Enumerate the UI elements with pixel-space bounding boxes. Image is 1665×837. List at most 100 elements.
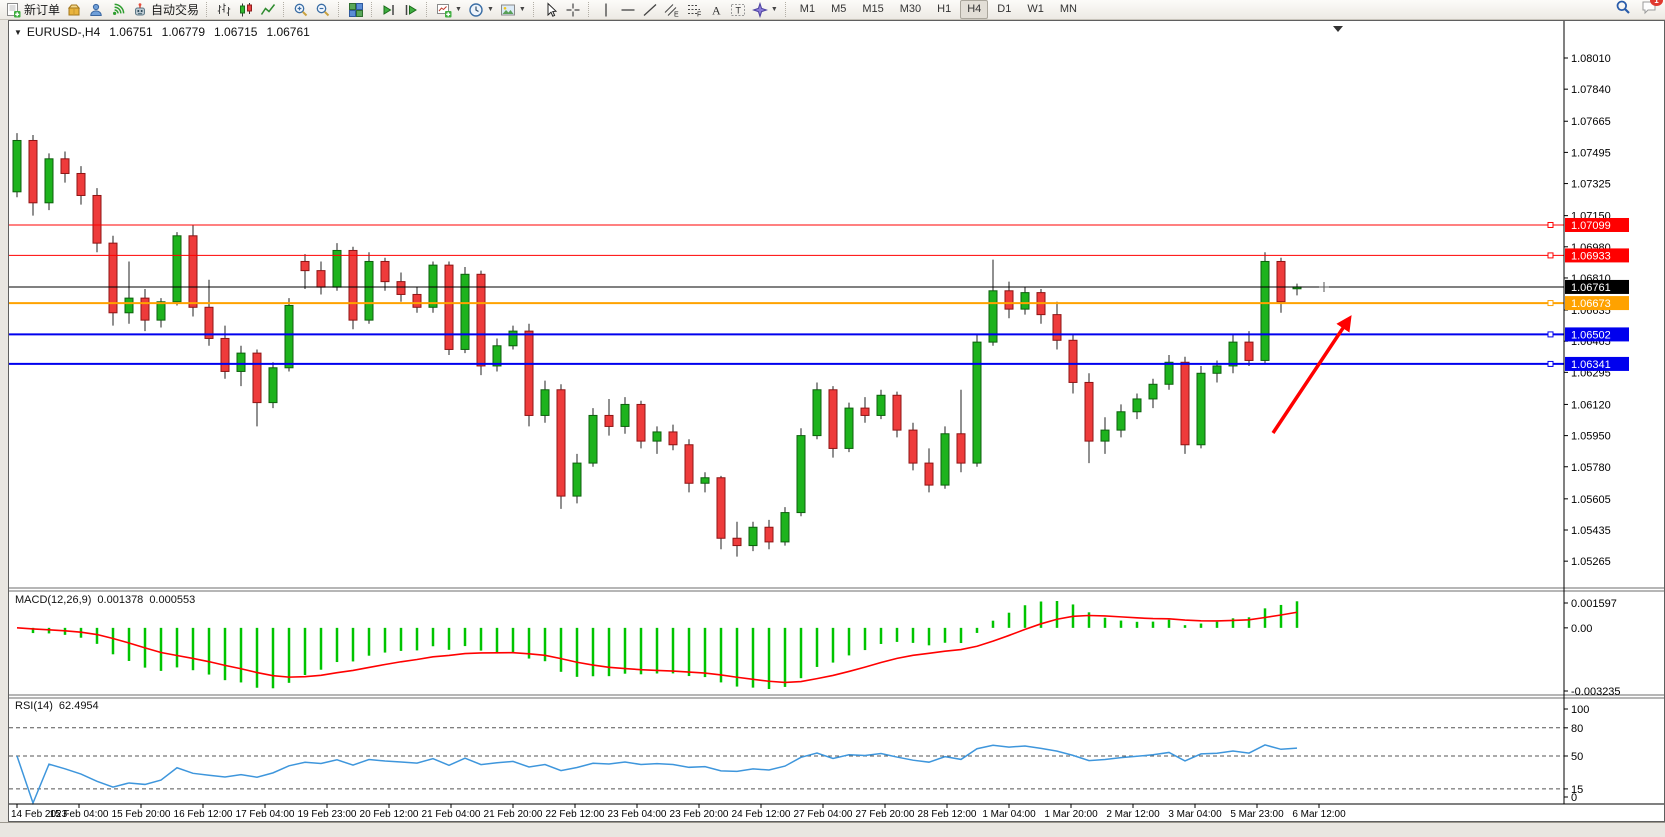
svg-text:20 Feb 12:00: 20 Feb 12:00 (360, 809, 419, 820)
line-chart-button[interactable] (258, 1, 278, 19)
timeframe-w1-button[interactable]: W1 (1027, 3, 1044, 15)
rsi-value: 62.4954 (58, 700, 99, 712)
new-order-icon (5, 2, 21, 18)
svg-text:50: 50 (1571, 751, 1583, 763)
channel-button[interactable]: E (662, 1, 682, 19)
svg-text:15 Feb 20:00: 15 Feb 20:00 (112, 809, 171, 820)
pivot-line-handle[interactable] (1547, 300, 1554, 307)
chart-header: ▼ EURUSD-,H4 1.06751 1.06779 1.06715 1.0… (14, 25, 310, 39)
svg-text:14 Feb 2023: 14 Feb 2023 (11, 809, 68, 820)
resistance-line-2-handle[interactable] (1547, 252, 1554, 259)
symbol-dropdown-icon[interactable]: ▼ (14, 27, 22, 37)
chart-shift-button[interactable] (401, 1, 421, 19)
community-button[interactable] (86, 1, 106, 19)
svg-text:1.06761: 1.06761 (1571, 282, 1611, 294)
svg-text:16 Feb 12:00: 16 Feb 12:00 (174, 809, 233, 820)
support-line-2-handle[interactable] (1547, 360, 1554, 367)
cursor-button[interactable] (541, 1, 561, 19)
horizontal-line-button[interactable] (618, 1, 638, 19)
zoom-out-icon (315, 2, 331, 18)
templates-button[interactable]: ▼ (498, 1, 528, 19)
fibonacci-button[interactable]: F (684, 1, 704, 19)
svg-text:27 Feb 04:00: 27 Feb 04:00 (794, 809, 853, 820)
arrows-button[interactable]: ▼ (750, 1, 780, 19)
timeframe-h1-button[interactable]: H1 (937, 3, 952, 15)
resistance-line-1-handle[interactable] (1547, 221, 1554, 228)
svg-text:0: 0 (1571, 792, 1577, 804)
new-chart-button[interactable]: ▼ (434, 1, 464, 19)
candle-chart-button[interactable] (236, 1, 256, 19)
periods-button[interactable]: ▼ (466, 1, 496, 19)
toolbar-right-area: 1 (1615, 0, 1663, 20)
market-icon (66, 2, 82, 18)
timeframe-h4-button[interactable]: H4 (960, 0, 989, 19)
chevron-down-icon[interactable]: ▼ (455, 6, 462, 13)
svg-text:1.06502: 1.06502 (1571, 329, 1611, 341)
vertical-line-button[interactable] (596, 1, 616, 19)
price-chart-canvas[interactable]: 1.080101.078401.076651.074951.073251.071… (9, 21, 1664, 821)
zoom-in-button[interactable] (291, 1, 311, 19)
svg-text:-0.003235: -0.003235 (1571, 686, 1621, 698)
bottom-splitter (0, 822, 1665, 837)
chevron-down-icon[interactable]: ▼ (770, 6, 778, 13)
timeframe-m30-button[interactable]: M30 (899, 3, 922, 15)
svg-text:21 Feb 04:00: 21 Feb 04:00 (422, 809, 481, 820)
notifications-button[interactable]: 1 (1641, 0, 1663, 20)
autotrading-button[interactable]: 自动交易 (130, 1, 201, 19)
search-button[interactable] (1615, 0, 1631, 20)
svg-text:1.07495: 1.07495 (1571, 147, 1611, 159)
timeframe-d1-button[interactable]: D1 (997, 3, 1012, 15)
chevron-down-icon[interactable]: ▼ (486, 6, 494, 13)
toolbar-separator (283, 2, 286, 17)
resistance-line-2-price-label (1565, 248, 1629, 263)
toolbar-separator (371, 2, 374, 17)
toolbar-separator (587, 2, 591, 17)
auto-scroll-button[interactable] (379, 1, 399, 19)
crosshair-button[interactable] (563, 1, 583, 19)
svg-text:100: 100 (1571, 704, 1589, 716)
ohlc-high: 1.06779 (161, 25, 206, 39)
cursor-icon (543, 1, 559, 18)
rsi-name: RSI(14) (15, 700, 53, 712)
chevron-down-icon[interactable]: ▼ (518, 6, 526, 13)
svg-text:21 Feb 20:00: 21 Feb 20:00 (484, 809, 543, 820)
svg-text:E: E (674, 11, 679, 18)
svg-text:24 Feb 12:00: 24 Feb 12:00 (732, 809, 791, 820)
timeframe-mn-button[interactable]: MN (1059, 3, 1077, 15)
market-button[interactable] (64, 1, 84, 19)
current-bar-marker (1319, 282, 1329, 292)
chart-window: 1.08010 1.07840 1.07665 1.07495 1.07325 1.071… (8, 20, 1665, 822)
zoom-out-button[interactable] (313, 1, 333, 19)
pivot-line-price-label (1565, 296, 1629, 311)
timeframe-m15-button[interactable]: M15 (862, 3, 884, 15)
signals-button[interactable] (108, 1, 128, 19)
svg-text:22 Feb 12:00: 22 Feb 12:00 (546, 809, 605, 820)
svg-text:1 Mar 04:00: 1 Mar 04:00 (982, 809, 1036, 820)
bar-chart-icon (216, 2, 232, 18)
text-label-button[interactable]: T (728, 1, 748, 19)
macd-main-value: 0.001378 (97, 594, 144, 606)
toolbar-separator (532, 2, 536, 17)
support-line-1-handle[interactable] (1547, 331, 1554, 338)
chart-shift-icon (403, 2, 419, 18)
timeframe-m1-button[interactable]: M1 (799, 3, 816, 15)
chart-shift-marker[interactable] (1333, 26, 1343, 32)
current-price-line-price-label (1565, 279, 1629, 294)
bar-chart-button[interactable] (214, 1, 234, 19)
text-button[interactable]: A (706, 1, 726, 19)
tile-windows-icon (348, 2, 364, 18)
trendline-icon (642, 2, 658, 18)
trend-arrow-annotation[interactable] (1271, 315, 1352, 434)
tile-windows-button[interactable] (346, 1, 366, 19)
svg-text:0.00: 0.00 (1571, 623, 1592, 635)
support-line-2-price-label (1565, 356, 1629, 371)
candles-layer (12, 133, 1302, 557)
search-icon (1615, 0, 1631, 19)
new-order-button[interactable]: 新订单 (3, 1, 62, 19)
timeframe-m5-button[interactable]: M5 (831, 3, 847, 15)
trendline-button[interactable] (640, 1, 660, 19)
macd-name: MACD(12,26,9) (15, 594, 92, 606)
svg-text:5 Mar 23:00: 5 Mar 23:00 (1230, 809, 1284, 820)
svg-text:2 Mar 12:00: 2 Mar 12:00 (1106, 809, 1160, 820)
clock-icon (468, 2, 484, 18)
